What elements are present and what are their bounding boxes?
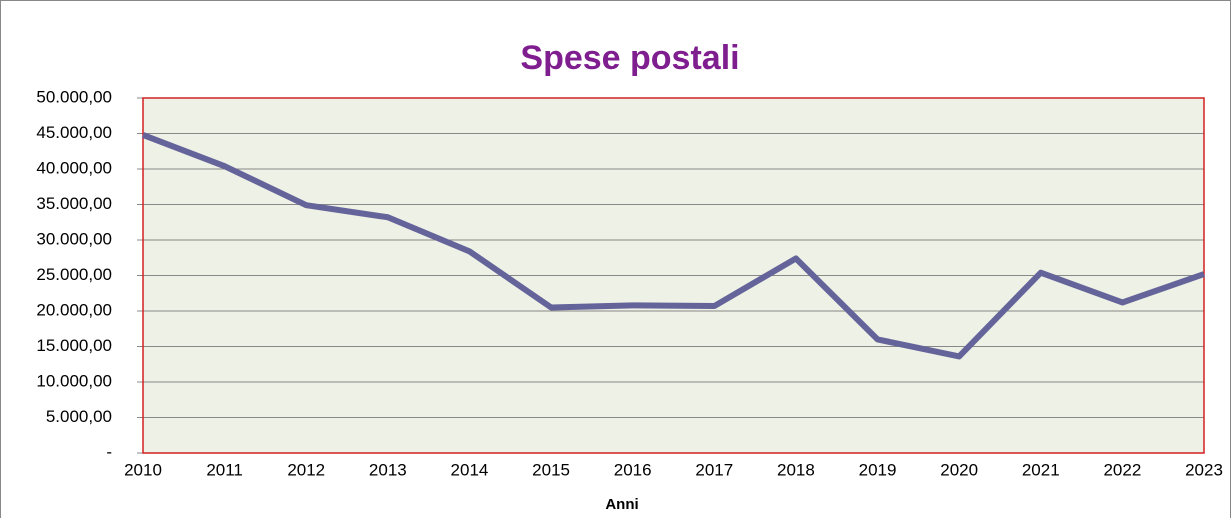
y-tick-label: 15.000,00 xyxy=(36,336,112,355)
y-tick-label: 20.000,00 xyxy=(36,300,112,319)
x-tick-label: 2010 xyxy=(124,460,162,479)
x-tick-label: 2015 xyxy=(532,460,570,479)
x-tick-label: 2018 xyxy=(777,460,815,479)
x-tick-label: 2023 xyxy=(1185,460,1223,479)
x-tick-label: 2014 xyxy=(451,460,489,479)
x-tick-label: 2019 xyxy=(859,460,897,479)
y-tick-label: 35.000,00 xyxy=(36,194,112,213)
y-tick-label: 10.000,00 xyxy=(36,371,112,390)
x-tick-label: 2022 xyxy=(1103,460,1141,479)
y-tick-label: 40.000,00 xyxy=(36,158,112,177)
x-tick-label: 2011 xyxy=(206,460,243,479)
chart-title: Spese postali xyxy=(520,39,739,77)
x-tick-label: 2017 xyxy=(695,460,733,479)
x-tick-label: 2021 xyxy=(1022,460,1060,479)
x-axis-title: Anni xyxy=(605,496,638,513)
y-tick-label: 45.000,00 xyxy=(36,123,112,142)
x-tick-label: 2012 xyxy=(287,460,325,479)
y-tick-label: 50.000,00 xyxy=(36,87,112,106)
x-tick-label: 2020 xyxy=(940,460,978,479)
line-series xyxy=(141,132,1205,360)
y-tick-label: 5.000,00 xyxy=(46,407,112,426)
x-tick-label: 2013 xyxy=(369,460,407,479)
y-tick-label: 30.000,00 xyxy=(36,229,112,248)
y-tick-label: 25.000,00 xyxy=(36,265,112,284)
x-tick-label: 2016 xyxy=(614,460,652,479)
y-tick-label: - xyxy=(106,442,112,461)
